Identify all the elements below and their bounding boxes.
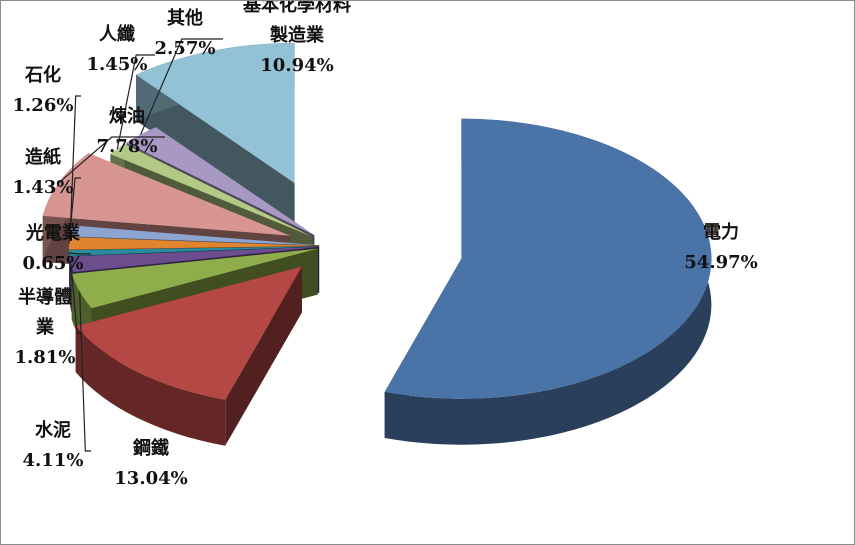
leader-line-8 [58, 136, 165, 184]
slice-label-6: 造紙 1.43% [13, 146, 74, 198]
leader-line-9 [116, 54, 155, 150]
slice-label-3: 水泥 4.11% [23, 419, 84, 471]
slice-label-1: 電力 54.97% [684, 222, 757, 273]
slice-label-2: 鋼鐵 13.04% [114, 437, 187, 489]
slice-label-4: 半導體業 1.81% [15, 286, 76, 368]
leader-line-5 [69, 252, 91, 255]
pie-slice-1 [384, 118, 712, 445]
slice-top [69, 246, 320, 256]
slice-top [71, 248, 318, 309]
slice-top [69, 225, 320, 246]
leader-line-7 [69, 95, 81, 231]
slice-wall [71, 248, 318, 320]
slice-top [110, 144, 313, 237]
slice-top [69, 237, 320, 250]
slice-top [135, 42, 295, 183]
slice-top [69, 246, 320, 273]
slice-label-7: 石化 1.26% [13, 64, 74, 116]
slice-top [42, 153, 291, 236]
leader-line-10 [140, 38, 223, 135]
slice-rim [75, 326, 226, 446]
pie-slice-2 [75, 266, 302, 446]
slice-label-11: 基本化學材料製造業 10.94% [242, 1, 351, 76]
slice-label-5: 光電業 0.65% [23, 222, 84, 274]
leader-line-3 [79, 291, 91, 452]
slice-top [384, 118, 712, 399]
slice-wall [135, 74, 295, 229]
slice-label-9: 人纖 1.45% [87, 23, 148, 75]
slice-top [126, 127, 315, 236]
slice-label-10: 其他 2.57% [155, 7, 216, 59]
leader-line-4 [70, 264, 83, 334]
pie-slice-11 [135, 42, 295, 229]
slice-label-8: 煉油 7.78% [97, 105, 158, 157]
slice-top [75, 266, 302, 400]
